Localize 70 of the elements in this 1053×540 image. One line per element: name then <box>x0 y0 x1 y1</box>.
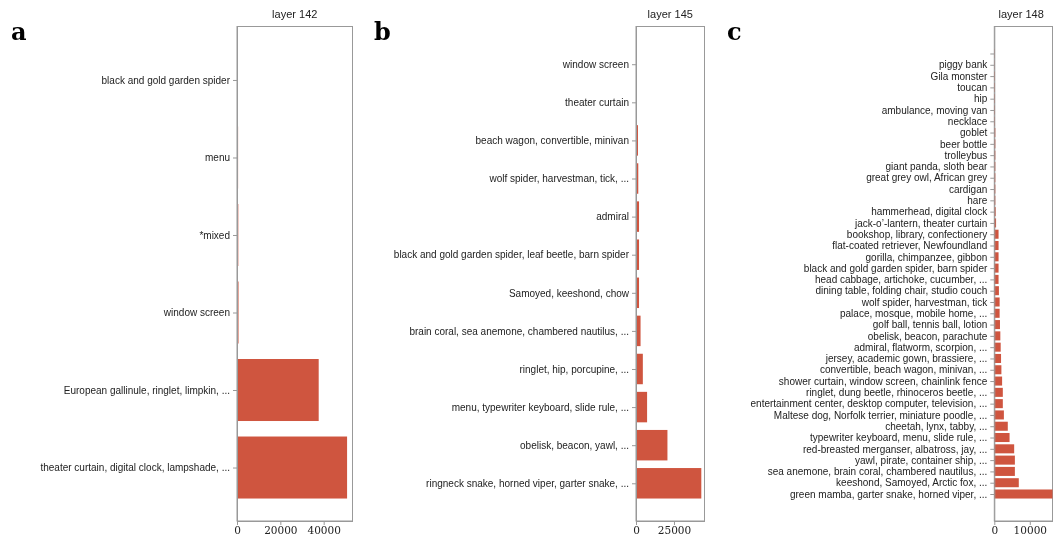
y-tick-label: hare <box>967 195 988 207</box>
y-tick-label: admiral, flatworm, scorpion, ... <box>853 341 988 353</box>
y-tick-label: piggy bank <box>938 59 989 71</box>
y-tick-label: entertainment center, desktop computer, television, ... <box>750 398 988 410</box>
y-tick-label: red-breasted merganser, albatross, jay, ... <box>802 443 988 455</box>
y-tick-label: black and gold garden spider <box>101 74 231 86</box>
x-tick-label: 25000 <box>657 524 692 537</box>
y-tick-label: ringlet, dung beetle, rhinoceros beetle, ... <box>806 387 988 399</box>
y-tick-label: hammerhead, digital clock <box>871 206 989 218</box>
y-tick-label: brain coral, sea anemone, chambered nautilus, ... <box>409 325 629 337</box>
text: a <box>11 17 27 46</box>
y-tick-label: obelisk, beacon, yawl, ... <box>520 439 629 451</box>
y-tick-label: golf ball, tennis ball, lotion <box>872 319 988 331</box>
y-tick-label: beer bottle <box>940 138 988 150</box>
y-tick-label: shower curtain, window screen, chainlink fence <box>778 375 988 387</box>
y-tick-label: palace, mosque, mobile home, ... <box>839 307 988 319</box>
y-tick-label: window screen <box>162 307 230 319</box>
y-tick-label: wolf spider, harvestman, tick, ... <box>488 173 629 185</box>
y-tick-label: goblet <box>960 127 988 139</box>
y-tick-label: menu <box>204 152 230 164</box>
y-tick-label: black and gold garden spider, barn spider <box>803 262 988 274</box>
y-tick-label: dining table, folding chair, studio couch <box>815 285 988 297</box>
text: c <box>727 17 742 46</box>
y-tick-label: cardigan <box>948 183 988 195</box>
chart-title: layer 142 <box>272 8 318 20</box>
x-tick-label: 10000 <box>1013 524 1047 537</box>
x-tick-label: 0 <box>633 524 640 537</box>
y-tick-label: ringneck snake, horned viper, garter snake, ... <box>426 477 629 489</box>
y-tick-label: necklace <box>947 115 988 127</box>
y-tick-label: *mixed <box>199 229 230 241</box>
y-tick-label: great grey owl, African grey <box>866 172 988 184</box>
y-tick-label: jack-o’-lantern, theater curtain <box>854 217 988 229</box>
y-tick-label: flat-coated retriever, Newfoundland <box>832 240 988 252</box>
y-tick-label: wolf spider, harvestman, tick <box>860 296 989 308</box>
chart-title: layer 145 <box>647 8 693 20</box>
y-tick-label: bookshop, library, confectionery <box>846 228 988 240</box>
y-tick-label: gorilla, chimpanzee, gibbon <box>865 251 988 263</box>
y-tick-label: trolleybus <box>944 149 988 161</box>
y-tick-label: window screen <box>561 58 629 70</box>
y-tick-label: yawl, pirate, container ship, ... <box>855 454 988 466</box>
y-tick-label: theater curtain, digital clock, lampshade, ... <box>40 462 230 474</box>
y-tick-label: Samoyed, keeshond, chow <box>508 287 630 299</box>
y-tick-label: head cabbage, artichoke, cucumber, ... <box>814 274 988 286</box>
y-tick-label: sea anemone, brain coral, chambered nautilus, ... <box>767 466 988 478</box>
y-tick-label: Maltese dog, Norfolk terrier, miniature poodle, ... <box>773 409 988 421</box>
x-tick-label: 20000 <box>264 524 298 537</box>
x-tick-label: 0 <box>991 524 999 537</box>
y-tick-label: obelisk, beacon, parachute <box>867 330 988 342</box>
y-tick-label: European gallinule, ringlet, limpkin, ... <box>63 384 230 396</box>
y-tick-label: green mamba, garter snake, horned viper, ... <box>789 488 988 500</box>
y-tick-label: Gila monster <box>930 70 988 82</box>
y-tick-label: admiral <box>596 211 629 223</box>
y-tick-label: menu, typewriter keyboard, slide rule, ... <box>451 401 629 413</box>
chart-title: layer 148 <box>998 8 1044 20</box>
y-tick-label: ambulance, moving van <box>881 104 988 116</box>
x-tick-label: 0 <box>234 524 241 537</box>
text: b <box>374 17 391 46</box>
y-tick-label: keeshond, Samoyed, Arctic fox, ... <box>836 477 988 489</box>
y-tick-label: hip <box>973 93 988 105</box>
x-tick-label: 40000 <box>307 524 341 537</box>
y-tick-label: convertible, beach wagon, minivan, ... <box>819 364 988 376</box>
y-tick-label: typewriter keyboard, menu, slide rule, ... <box>809 432 988 444</box>
y-tick-label: cheetah, lynx, tabby, ... <box>885 420 988 432</box>
y-tick-label: toucan <box>957 82 988 94</box>
y-tick-label: giant panda, sloth bear <box>885 161 988 173</box>
y-tick-label: beach wagon, convertible, minivan <box>475 135 629 147</box>
y-tick-label: ringlet, hip, porcupine, ... <box>519 363 629 375</box>
y-tick-label: black and gold garden spider, leaf beetle, barn spider <box>393 249 630 261</box>
y-tick-label: jersey, academic gown, brassiere, ... <box>824 353 988 365</box>
y-tick-label: theater curtain <box>565 97 629 109</box>
